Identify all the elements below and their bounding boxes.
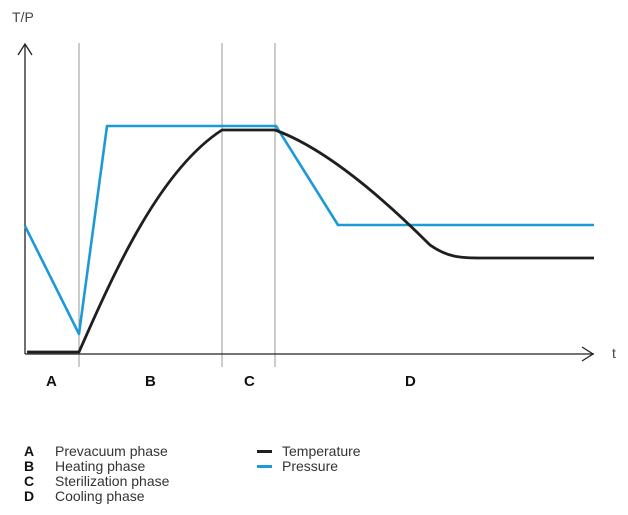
phase-letter-b: B [145, 373, 156, 390]
legend-key-b: B [24, 458, 35, 474]
temperature-swatch [257, 449, 272, 453]
legend-label-pressure: Pressure [282, 458, 339, 474]
y-axis-label: T/P [12, 9, 34, 25]
legend-item-temperature: Temperature [257, 444, 477, 459]
legend-label-sterilization-phase: Sterilization phase [55, 473, 170, 489]
legend-item-pressure: Pressure [257, 459, 477, 474]
legend-item-sterilization-phase: C Sterilization phase [24, 474, 244, 489]
x-axis [25, 346, 595, 362]
legend-label-cooling-phase: Cooling phase [55, 488, 145, 504]
legend: A Prevacuum phase B Heating phase C Sterili… [24, 444, 584, 514]
legend-key-d: D [24, 488, 35, 504]
phase-letter-a: A [46, 373, 57, 390]
phase-legend: A Prevacuum phase B Heating phase C Sterili… [24, 444, 244, 504]
legend-key-a: A [24, 443, 35, 459]
legend-item-cooling-phase: D Cooling phase [24, 489, 244, 504]
x-axis-label: t [612, 345, 616, 361]
series-legend: Temperature Pressure [257, 444, 477, 474]
y-axis [17, 42, 33, 354]
legend-item-prevacuum-phase: A Prevacuum phase [24, 444, 244, 459]
legend-key-c: C [24, 473, 35, 489]
legend-label-heating-phase: Heating phase [55, 458, 146, 474]
legend-label-prevacuum-phase: Prevacuum phase [55, 443, 168, 459]
pressure-swatch [257, 464, 272, 468]
phase-letter-c: C [244, 373, 255, 390]
legend-label-temperature: Temperature [282, 443, 361, 459]
legend-item-heating-phase: B Heating phase [24, 459, 244, 474]
pressure-line [23, 124, 594, 336]
temperature-line [27, 128, 594, 354]
phase-letter-d: D [405, 373, 416, 390]
